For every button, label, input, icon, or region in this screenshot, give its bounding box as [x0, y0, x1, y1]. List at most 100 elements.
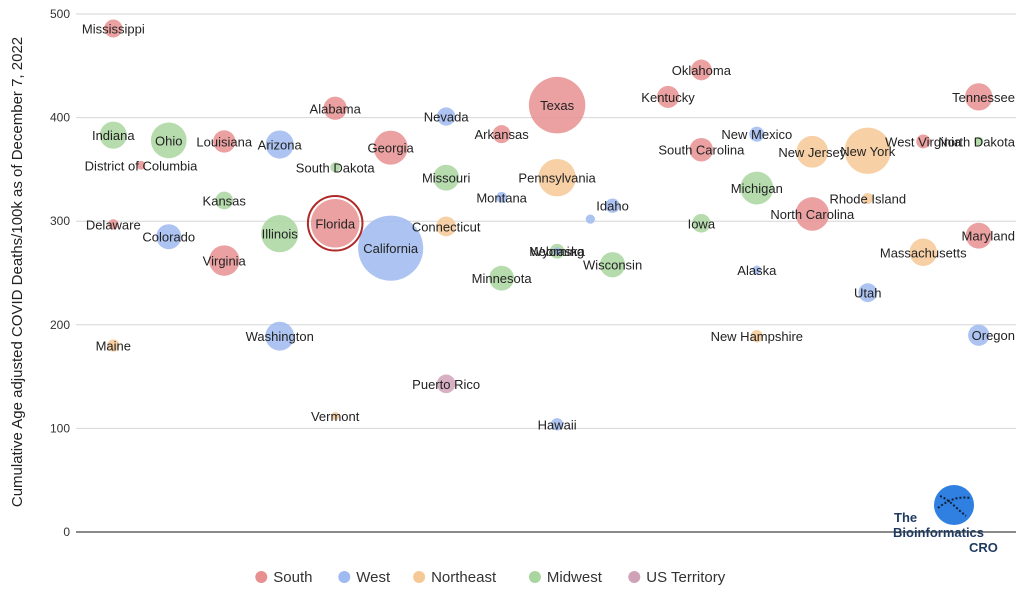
bubble [844, 127, 891, 174]
bubble-label: Washington [246, 329, 314, 344]
bubble [740, 171, 774, 205]
bubble-label: South Dakota [296, 160, 376, 175]
bubble-label: New York [840, 144, 895, 159]
bubble-label: District of Columbia [85, 158, 198, 173]
bubble [492, 125, 511, 144]
bubble-label: Iowa [688, 216, 716, 231]
bubble [265, 321, 295, 351]
bubble [862, 192, 874, 204]
bubble-label: Maryland [962, 229, 1015, 244]
bubble-label: North Carolina [770, 207, 855, 222]
bubble-label: West Virginia [885, 134, 962, 149]
logo-line3: CRO [969, 540, 998, 555]
bubble [965, 83, 993, 111]
logo-line2: Bioinformatics [893, 525, 984, 540]
bubble-label: Wisconsin [583, 258, 642, 273]
bubble-label: Virginia [203, 254, 247, 269]
y-tick-label: 300 [50, 214, 70, 228]
bubble [750, 330, 763, 343]
bubble-label: Ohio [155, 133, 182, 148]
bubble-label: Alabama [310, 101, 362, 116]
bubble [373, 130, 408, 165]
grid-lines: 0 100 200 300 400 500 [50, 7, 1016, 539]
legend-marker [628, 571, 641, 583]
bubble-label: Massachusetts [880, 245, 967, 260]
bubble [550, 418, 564, 431]
bubble-label: Michigan [731, 181, 783, 196]
logo: The Bioinformatics CRO [893, 485, 998, 555]
bubble-label: Idaho [596, 199, 629, 214]
bubble-label: Georgia [368, 141, 415, 156]
legend-label: US Territory [646, 569, 725, 586]
bubble-label: Nevada [424, 110, 470, 125]
bubble [585, 214, 596, 224]
bubble-label: Florida [315, 216, 356, 231]
bubble-label: New Mexico [721, 127, 792, 142]
y-tick-label: 0 [63, 525, 70, 539]
bubble-label: Pennsylvania [518, 171, 596, 186]
y-tick-label: 200 [50, 318, 70, 332]
bubble-label: Arizona [258, 138, 303, 153]
bubble [909, 238, 937, 267]
bubble [99, 121, 127, 149]
bubble [795, 197, 830, 231]
bubble [261, 215, 299, 253]
y-tick-label: 500 [50, 7, 70, 21]
legend-label: South [273, 569, 312, 586]
bubble [690, 59, 712, 81]
bubble [433, 164, 460, 191]
bubble-label: Minnesota [472, 271, 533, 286]
bubble [657, 85, 680, 108]
bubble-label: Illinois [262, 227, 299, 242]
legend-label: Midwest [547, 569, 603, 586]
bubble [858, 283, 878, 303]
bubble [752, 265, 762, 275]
bubble-label: Alaska [737, 263, 777, 278]
bubble [692, 213, 711, 233]
bubble-label: Maine [96, 339, 131, 354]
bubble-label: Kansas [203, 193, 247, 208]
bubble [215, 191, 234, 210]
bubble [916, 134, 931, 149]
bubble [156, 224, 182, 250]
bubble-label: Arkansas [475, 127, 530, 142]
bubble-label: South Carolina [658, 143, 745, 158]
bubble [436, 107, 456, 126]
bubble-label: North Dakota [938, 134, 1015, 149]
y-tick-label: 100 [50, 421, 70, 435]
bubble [749, 126, 765, 142]
bubble-label: Wyoming [530, 244, 584, 259]
bubble-labels: Mississippi District of Columbia Indiana De… [82, 22, 1016, 433]
highlight-ring [306, 194, 364, 252]
bubble-label: Oklahoma [672, 63, 732, 78]
bubble [310, 198, 360, 248]
bubble [965, 222, 992, 249]
legend-marker [255, 571, 268, 583]
bubble-label: Delaware [86, 217, 141, 232]
bubble-label: Utah [854, 286, 881, 301]
bubble-label: New Hampshire [711, 329, 803, 344]
bubbles [99, 19, 993, 431]
bubble [599, 252, 626, 278]
bubble [265, 130, 294, 159]
bubble-label: Texas [540, 98, 574, 113]
bubble-label: Louisiana [196, 134, 252, 149]
bubble [136, 160, 146, 170]
bubble [689, 137, 714, 162]
legend-marker [338, 571, 351, 583]
bubble-label: Tennessee [952, 90, 1015, 105]
legend-label: West [356, 569, 391, 586]
bubble-label: Oregon [972, 328, 1015, 343]
bubble-label: Rhode Island [829, 191, 906, 206]
bubble-label: Hawaii [538, 417, 577, 432]
bubble [358, 215, 424, 281]
bubble [553, 247, 562, 256]
legend-marker [528, 571, 541, 583]
bubble-label: Mississippi [82, 22, 145, 37]
legend: South West Northeast Midwest US Territory [255, 569, 726, 586]
bubble [330, 162, 341, 173]
logo-line1: The [894, 510, 917, 525]
bubble-label: Colorado [142, 230, 195, 245]
bubble [974, 136, 984, 147]
bubble [104, 19, 123, 38]
